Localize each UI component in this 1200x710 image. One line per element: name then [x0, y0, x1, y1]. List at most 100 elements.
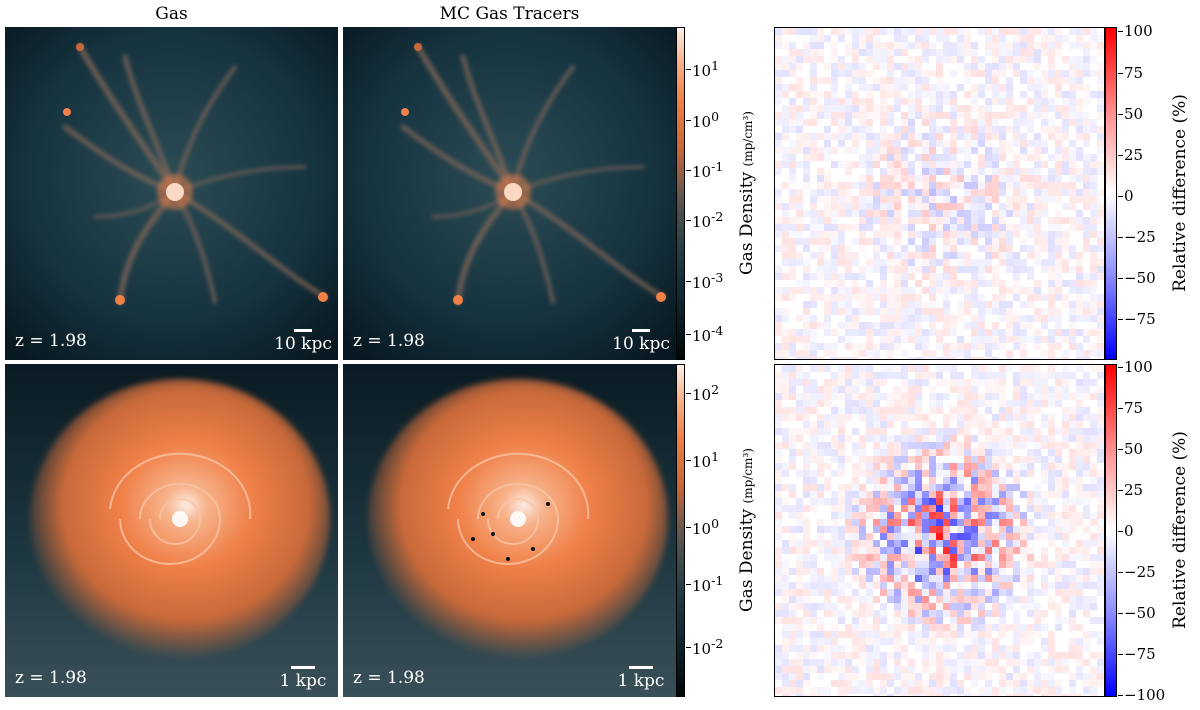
difference-pixel [894, 463, 901, 470]
difference-pixel [894, 84, 901, 91]
difference-pixel [817, 56, 824, 63]
difference-pixel [915, 84, 922, 91]
difference-pixel [908, 56, 915, 63]
difference-pixel [894, 210, 901, 217]
difference-pixel [796, 379, 803, 386]
difference-pixel [1076, 365, 1083, 372]
difference-pixel [929, 259, 936, 266]
difference-pixel [1034, 98, 1041, 105]
difference-pixel [873, 470, 880, 477]
difference-pixel [943, 610, 950, 617]
difference-pixel [1020, 694, 1027, 701]
difference-pixel [1048, 428, 1055, 435]
difference-pixel [1013, 182, 1020, 189]
difference-pixel [1097, 322, 1104, 329]
difference-pixel [887, 343, 894, 350]
difference-pixel [838, 554, 845, 561]
difference-pixel [964, 379, 971, 386]
difference-pixel [859, 77, 866, 84]
difference-pixel [796, 435, 803, 442]
difference-pixel [1041, 526, 1048, 533]
difference-pixel [922, 694, 929, 701]
difference-pixel [873, 449, 880, 456]
difference-pixel [999, 463, 1006, 470]
difference-pixel [838, 498, 845, 505]
difference-pixel [922, 666, 929, 673]
difference-pixel [1090, 554, 1097, 561]
difference-pixel [866, 329, 873, 336]
difference-pixel [1083, 428, 1090, 435]
difference-pixel [859, 491, 866, 498]
difference-pixel [1097, 203, 1104, 210]
difference-pixel [880, 519, 887, 526]
difference-pixel [957, 414, 964, 421]
difference-pixel [866, 477, 873, 484]
difference-pixel [880, 575, 887, 582]
difference-pixel [1069, 435, 1076, 442]
difference-pixel [1048, 259, 1055, 266]
difference-pixel [922, 512, 929, 519]
difference-pixel [978, 526, 985, 533]
difference-pixel [964, 617, 971, 624]
difference-pixel [859, 435, 866, 442]
difference-pixel [929, 84, 936, 91]
difference-pixel [985, 35, 992, 42]
difference-pixel [1048, 301, 1055, 308]
difference-pixel [845, 329, 852, 336]
difference-pixel [915, 372, 922, 379]
difference-pixel [845, 203, 852, 210]
difference-pixel [859, 463, 866, 470]
difference-pixel [943, 498, 950, 505]
difference-pixel [852, 386, 859, 393]
difference-pixel [1076, 484, 1083, 491]
difference-pixel [950, 687, 957, 694]
difference-pixel [838, 505, 845, 512]
difference-pixel [859, 470, 866, 477]
difference-pixel [1090, 350, 1097, 357]
difference-pixel [1055, 372, 1062, 379]
difference-pixel [1006, 505, 1013, 512]
difference-pixel [1013, 666, 1020, 673]
difference-pixel [978, 231, 985, 238]
difference-pixel [803, 280, 810, 287]
difference-pixel [1013, 414, 1020, 421]
difference-pixel [873, 210, 880, 217]
tick-label: −25 [1118, 228, 1156, 246]
difference-pixel [831, 421, 838, 428]
difference-pixel [908, 266, 915, 273]
difference-pixel [1069, 652, 1076, 659]
difference-pixel [1048, 666, 1055, 673]
difference-pixel [1020, 631, 1027, 638]
difference-pixel [789, 463, 796, 470]
difference-pixel [957, 505, 964, 512]
difference-pixel [880, 98, 887, 105]
relative-difference-image-top [775, 28, 1104, 364]
difference-pixel [859, 582, 866, 589]
difference-pixel [1020, 168, 1027, 175]
difference-pixel [824, 659, 831, 666]
difference-pixel [873, 561, 880, 568]
difference-pixel [796, 189, 803, 196]
difference-pixel [824, 575, 831, 582]
difference-pixel [978, 203, 985, 210]
difference-pixel [1062, 407, 1069, 414]
difference-pixel [824, 386, 831, 393]
difference-pixel [978, 512, 985, 519]
difference-pixel [873, 28, 880, 35]
difference-pixel [999, 42, 1006, 49]
difference-pixel [1097, 343, 1104, 350]
difference-pixel [803, 266, 810, 273]
difference-pixel [922, 680, 929, 687]
difference-pixel [880, 119, 887, 126]
difference-pixel [866, 512, 873, 519]
difference-pixel [817, 77, 824, 84]
difference-pixel [873, 456, 880, 463]
difference-pixel [873, 182, 880, 189]
difference-pixel [985, 400, 992, 407]
difference-pixel [1006, 238, 1013, 245]
difference-pixel [1020, 414, 1027, 421]
difference-pixel [915, 343, 922, 350]
difference-pixel [796, 505, 803, 512]
difference-pixel [887, 512, 894, 519]
difference-pixel [971, 133, 978, 140]
